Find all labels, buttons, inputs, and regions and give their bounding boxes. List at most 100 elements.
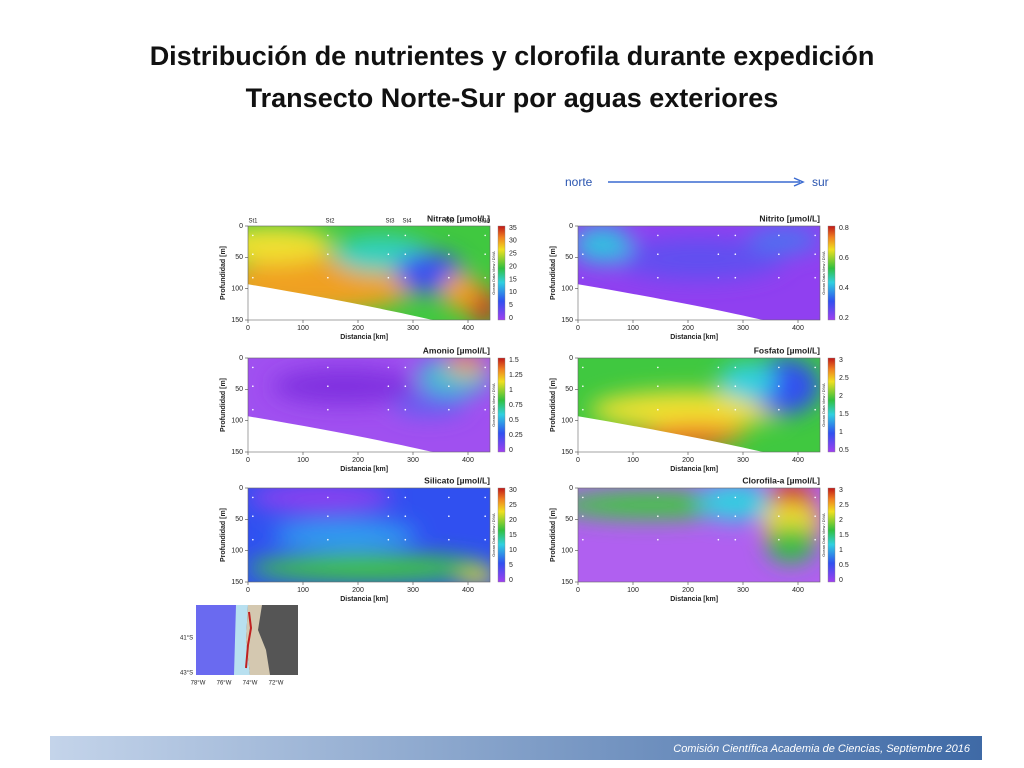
plot-frame — [247, 487, 491, 583]
sample-point — [582, 253, 584, 255]
x-tick-label: 200 — [352, 587, 364, 594]
field-blobs — [248, 488, 490, 582]
x-tick-label: 400 — [792, 587, 804, 594]
panel-title: Nitrato [µmol/L] — [427, 213, 490, 223]
colorbar-label: 5 — [509, 302, 513, 309]
watermark: Ocean Data View / DIVA — [491, 251, 496, 295]
x-tick-label: 400 — [462, 457, 474, 464]
x-axis-label: Distancia [km] — [340, 334, 388, 341]
sample-point — [404, 408, 407, 411]
sample-point — [327, 234, 329, 237]
panel-title: Fosfato [µmol/L] — [754, 345, 820, 355]
x-tick-label: 100 — [627, 325, 639, 332]
y-tick-label: 0 — [569, 355, 573, 362]
sample-point — [448, 538, 450, 541]
colorbar — [497, 487, 506, 583]
sample-point — [717, 538, 720, 541]
plot-frame — [577, 357, 821, 453]
sample-point — [448, 234, 450, 237]
x-tick-label: 400 — [462, 325, 474, 332]
field-blob — [766, 525, 816, 564]
sample-point — [657, 515, 659, 517]
sample-point — [448, 496, 450, 499]
colorbar-label: 0 — [509, 577, 513, 584]
section-plot: Nitrito [µmol/L] Distancia [km] Profundida… — [550, 213, 849, 341]
x-tick-label: 100 — [297, 587, 309, 594]
colorbar-label: 0.8 — [839, 225, 849, 232]
sample-point — [717, 253, 720, 255]
arrow-head — [793, 177, 805, 187]
x-tick-label: 400 — [792, 457, 804, 464]
sample-point — [657, 538, 659, 541]
colorbar-label: 1 — [839, 429, 843, 436]
x-tick-label: 200 — [682, 587, 694, 594]
sample-point — [657, 253, 659, 255]
sample-point — [734, 515, 737, 517]
y-tick-label: 150 — [231, 579, 243, 586]
y-axis-label: Profundidad [m] — [220, 508, 227, 562]
x-tick-label: 300 — [737, 587, 749, 594]
x-tick-label: 400 — [792, 325, 804, 332]
x-tick-label: 100 — [297, 457, 309, 464]
sample-point — [448, 515, 450, 517]
field-blob — [248, 488, 394, 512]
sample-point — [778, 234, 780, 237]
sample-point — [484, 253, 486, 255]
sample-point — [387, 515, 390, 517]
colorbar-label: 10 — [509, 547, 517, 554]
sample-point — [327, 538, 329, 541]
seafloor — [578, 416, 763, 452]
direction-end: sur — [812, 175, 829, 189]
colorbar-label: 1.5 — [509, 357, 519, 364]
sample-point — [734, 408, 737, 411]
x-tick-label: 200 — [682, 325, 694, 332]
sample-point — [484, 234, 486, 237]
x-axis-label: Distancia [km] — [340, 596, 388, 603]
x-tick-label: 200 — [352, 457, 364, 464]
map-inset: 41°S 43°S 78°W 76°W 74°W 72°W — [180, 605, 298, 687]
sample-point — [484, 366, 486, 369]
sample-point — [582, 515, 584, 517]
contour-field — [578, 358, 820, 452]
sample-point — [734, 538, 737, 541]
y-tick-label: 100 — [231, 548, 243, 555]
y-tick-label: 100 — [231, 286, 243, 293]
sample-point — [717, 496, 720, 499]
section-plot: Amonio [µmol/L] Distancia [km] Profundidad… — [220, 345, 523, 473]
colorbar-label: 10 — [509, 289, 517, 296]
field-blob — [272, 520, 418, 550]
colorbar-label: 25 — [509, 502, 517, 509]
colorbar-label: 0.25 — [509, 432, 523, 439]
sample-point — [778, 253, 780, 255]
y-tick-label: 0 — [239, 223, 243, 230]
footer-bar — [50, 736, 982, 760]
contour-field — [578, 226, 820, 320]
sample-point — [484, 276, 486, 279]
sample-point — [252, 234, 254, 237]
station-label: St3 — [385, 219, 395, 225]
sample-point — [582, 276, 584, 279]
y-axis-label: Profundidad [m] — [550, 508, 557, 562]
field-blob — [718, 362, 777, 401]
sample-point — [778, 538, 780, 541]
colorbar-label: 2 — [839, 517, 843, 524]
field-blob — [248, 553, 490, 582]
plot-frame — [577, 225, 821, 321]
sample-point — [657, 276, 659, 279]
field-blob — [272, 367, 418, 406]
y-tick-label: 150 — [231, 317, 243, 324]
y-tick-label: 0 — [569, 223, 573, 230]
colorbar-label: 35 — [509, 225, 517, 232]
map-ocean — [196, 605, 240, 675]
sample-point — [387, 234, 390, 237]
x-tick-label: 0 — [576, 457, 580, 464]
x-tick-label: 0 — [576, 587, 580, 594]
sample-point — [327, 366, 329, 369]
y-tick-label: 50 — [565, 516, 573, 523]
sample-point — [582, 385, 584, 388]
sample-point — [814, 234, 816, 237]
y-tick-label: 100 — [561, 548, 573, 555]
sample-point — [327, 496, 329, 499]
section-plot: Nitrato [µmol/L] Distancia [km] Profundida… — [220, 213, 517, 341]
